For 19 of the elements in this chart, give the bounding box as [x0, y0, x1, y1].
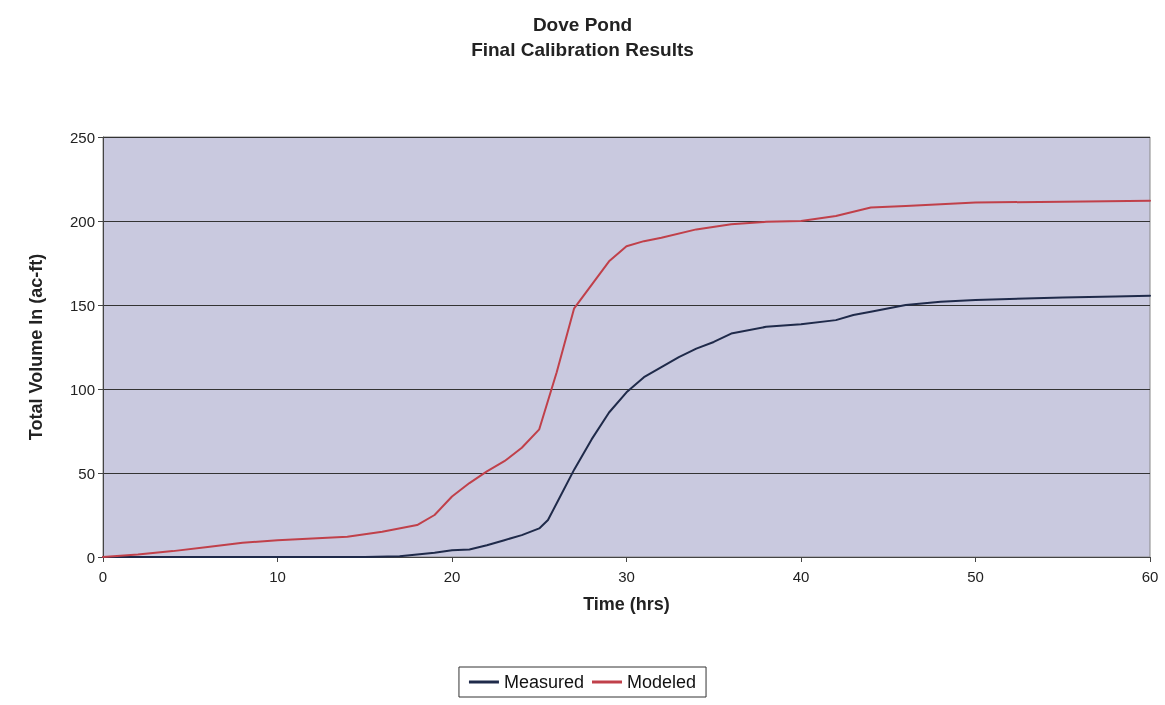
y-tick-label: 50: [78, 464, 95, 482]
legend-label: Modeled: [627, 672, 697, 692]
y-tick-label: 0: [86, 548, 95, 566]
x-tick-label: 30: [618, 568, 635, 585]
legend-label: Measured: [503, 672, 584, 692]
x-tick-label: 40: [792, 568, 810, 585]
y-tick-label: 150: [69, 296, 95, 314]
chart-title: Dove Pond: [532, 14, 633, 35]
chart-subtitle: Final Calibration Results: [471, 39, 694, 60]
x-tick-label: 10: [269, 568, 286, 585]
x-tick-label: 50: [967, 568, 984, 585]
x-tick-label: 20: [443, 568, 461, 585]
x-tick-label: 0: [98, 568, 108, 585]
y-tick-label: 200: [69, 212, 95, 230]
x-axis-title: Time (hrs): [583, 594, 670, 614]
y-tick-label: 100: [69, 380, 95, 398]
y-tick-label: 250: [69, 128, 95, 146]
x-tick-label: 60: [1141, 568, 1159, 585]
y-axis-title: Total Volume In (ac-ft): [26, 253, 46, 441]
